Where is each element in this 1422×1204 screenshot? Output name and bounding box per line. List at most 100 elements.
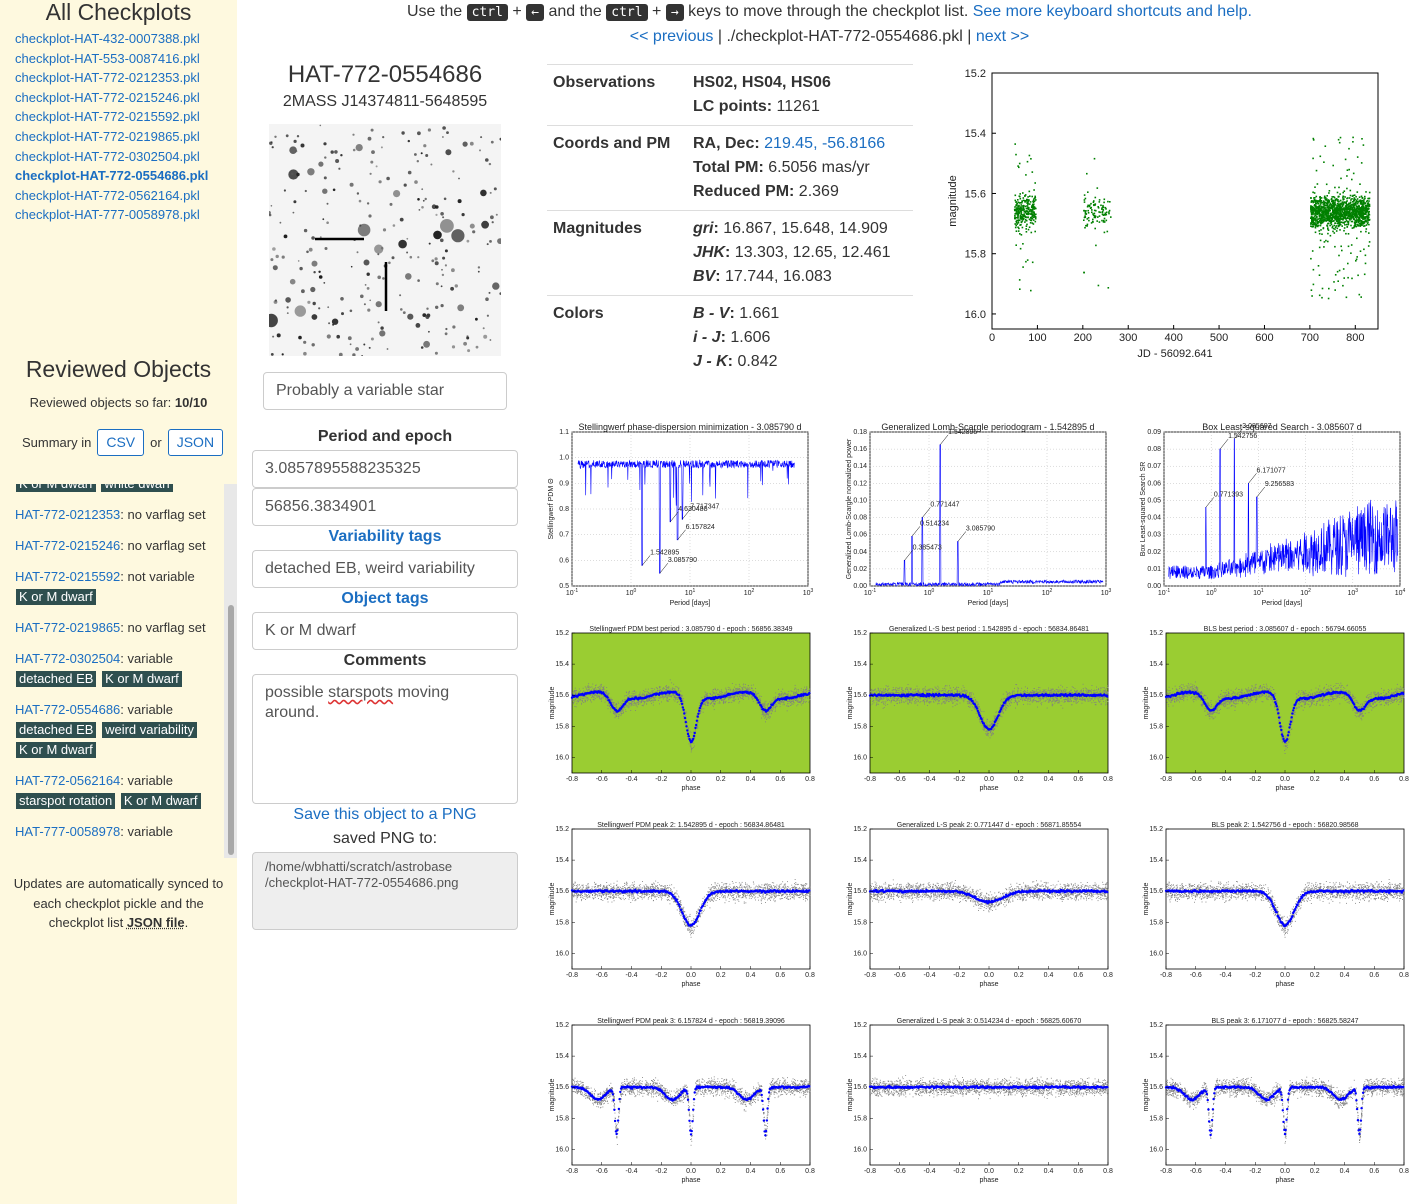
lightcurve-xtick: 600 (1255, 332, 1273, 344)
finder-star (466, 336, 470, 340)
bls-periodogram-svg: 3.085607 1.542756 6.171077 9.256583 0.771393… (1140, 422, 1406, 607)
bls-peak-label: 0.771393 (1214, 491, 1243, 498)
reviewed-object-status: : variable (120, 824, 173, 839)
period-input[interactable]: 3.0857895588235325 (252, 450, 518, 488)
bls-ytick: 0.04 (1147, 515, 1161, 522)
lightcurve-xtick: 700 (1301, 332, 1319, 344)
ph-pdm-2-xtick: 0.0 (686, 972, 696, 979)
reviewed-object-link[interactable]: HAT-772-0562164 (15, 773, 120, 788)
ph-gls-2-ytick: 15.4 (853, 857, 867, 864)
varclass-select[interactable]: Probably a variable star (263, 372, 507, 410)
comments-textarea[interactable]: possible starspots moving around. (252, 674, 518, 804)
help-link[interactable]: See more keyboard shortcuts and help. (973, 3, 1252, 20)
finder-star (318, 307, 321, 310)
ph-bls-3-binned-points (1164, 1084, 1405, 1137)
json-file-link[interactable]: JSON file (127, 915, 185, 930)
finder-star (352, 148, 356, 152)
reviewed-object-link[interactable]: HAT-772-0554686 (15, 702, 120, 717)
ph-bls-3-ytick: 15.2 (1149, 1022, 1163, 1029)
ph-pdm-1-xtick: -0.4 (625, 776, 637, 783)
next-link[interactable]: next >> (976, 28, 1029, 45)
reviewed-object-link[interactable]: HAT-777-0058978 (15, 824, 120, 839)
reviewed-object-link[interactable]: HAT-772-0215592 (15, 569, 120, 584)
ph-gls-3-xtick: -0.2 (953, 1168, 965, 1175)
save-png-link[interactable]: Save this object to a PNG (252, 806, 518, 824)
finder-star (289, 146, 297, 154)
finder-star (375, 165, 378, 168)
finder-star (479, 149, 481, 152)
ph-bls-2-ytick: 16.0 (1149, 950, 1163, 957)
finder-star (340, 297, 344, 301)
checkplot-link[interactable]: checkplot-HAT-772-0212353.pkl (15, 70, 200, 85)
checkplot-list-item: checkplot-HAT-772-0215592.pkl (15, 107, 237, 127)
finder-star (443, 197, 447, 201)
reviewed-list-box[interactable]: K or M dwarf white dwarf HAT-772-0212353… (0, 484, 237, 858)
reviewed-object-link[interactable]: HAT-772-0219865 (15, 620, 120, 635)
ph-bls-1-binned-points (1164, 690, 1405, 743)
reviewed-object-link[interactable]: HAT-772-0215246 (15, 538, 120, 553)
lightcurve-xtick: 500 (1210, 332, 1228, 344)
finder-star (273, 300, 278, 304)
ph-gls-1-xtick: 0.0 (984, 776, 994, 783)
finder-star (389, 202, 393, 206)
checkplot-link[interactable]: checkplot-HAT-772-0302504.pkl (15, 149, 200, 164)
reviewed-object-link[interactable]: HAT-772-0212353 (15, 507, 120, 522)
period-epoch-label: Period and epoch (252, 428, 518, 446)
checkplot-link[interactable]: checkplot-HAT-553-0087416.pkl (15, 51, 200, 66)
finder-star (393, 190, 401, 198)
magnitudes-row: Magnitudes gri: 16.867, 15.648, 14.909 J… (547, 210, 913, 296)
lightcurve-ytick: 16.0 (965, 309, 986, 321)
reviewed-object-link[interactable]: HAT-772-0302504 (15, 651, 120, 666)
reviewed-scrollbar-thumb[interactable] (228, 605, 234, 855)
radec-link[interactable]: 219.45, -56.8166 (764, 135, 885, 152)
ph-gls-1-ytick: 15.6 (853, 692, 867, 699)
pdm-xtick: 102 (744, 588, 755, 597)
finder-star (491, 221, 494, 224)
checkplot-link[interactable]: checkplot-HAT-772-0215246.pkl (15, 90, 200, 105)
checkplot-link[interactable]: checkplot-HAT-772-0554686.pkl (15, 168, 208, 183)
checkplot-link[interactable]: checkplot-HAT-772-0562164.pkl (15, 188, 200, 203)
checkplot-link[interactable]: checkplot-HAT-772-0215592.pkl (15, 109, 200, 124)
variability-tags-input[interactable]: detached EB, weird variability (252, 550, 518, 588)
reviewed-object-tags: K or M dwarf (15, 587, 220, 607)
finder-star (433, 230, 442, 240)
ph-pdm-3-xtick: -0.4 (625, 1168, 637, 1175)
finder-star (340, 154, 343, 157)
ph-bls-2-phased-svg: -0.8 -0.6 -0.4 -0.2 0.0 0.2 0.4 0.6 0.8 15.2 15.4 1… (1143, 822, 1409, 988)
ph-gls-3-ytick: 15.2 (853, 1022, 867, 1029)
epoch-input[interactable]: 56856.3834901 (252, 488, 518, 526)
finder-star (367, 136, 372, 141)
variability-tags-label[interactable]: Variability tags (252, 528, 518, 546)
hint-plus-2: + (652, 3, 661, 20)
kbd-left-arrow-icon: ← (526, 4, 544, 21)
finder-star (409, 255, 413, 259)
object-tags-input[interactable]: K or M dwarf (252, 612, 518, 650)
previous-link[interactable]: << previous (630, 28, 714, 45)
ph-gls-1-xtick: 0.6 (1073, 776, 1083, 783)
checkplot-link[interactable]: checkplot-HAT-777-0058978.pkl (15, 207, 200, 222)
finder-star (379, 330, 386, 337)
bls-ytick: 0.00 (1147, 583, 1161, 590)
pdm-series-line (577, 459, 795, 574)
ph-pdm-2-phased-svg: -0.8 -0.6 -0.4 -0.2 0.0 0.2 0.4 0.6 0.8 15.2 15.4 1… (549, 822, 815, 988)
finder-star (304, 189, 307, 193)
finder-star (392, 224, 396, 227)
checkplot-link[interactable]: checkplot-HAT-432-0007388.pkl (15, 31, 200, 46)
ph-bls-3-xtick: -0.2 (1249, 1168, 1261, 1175)
finder-star (442, 216, 445, 219)
checkplot-link[interactable]: checkplot-HAT-772-0219865.pkl (15, 129, 200, 144)
comments-text-1: possible (265, 684, 328, 701)
object-tags-label[interactable]: Object tags (252, 590, 518, 608)
csv-button[interactable]: CSV (97, 429, 145, 456)
finder-star (326, 202, 329, 205)
finder-star (295, 150, 298, 153)
finder-star (391, 256, 395, 260)
json-button[interactable]: JSON (167, 429, 224, 456)
observatories: HS02, HS04, HS06 (693, 74, 831, 91)
tag-badge: weird variability (102, 722, 197, 738)
ph-bls-1-xtick: -0.6 (1190, 776, 1202, 783)
finder-star (375, 301, 382, 308)
gls-ylabel: Generalized Lomb-Scargle normalized powe… (846, 438, 853, 579)
bls-series-line (1168, 438, 1398, 580)
ph-gls-2-xtick: 0.6 (1073, 972, 1083, 979)
